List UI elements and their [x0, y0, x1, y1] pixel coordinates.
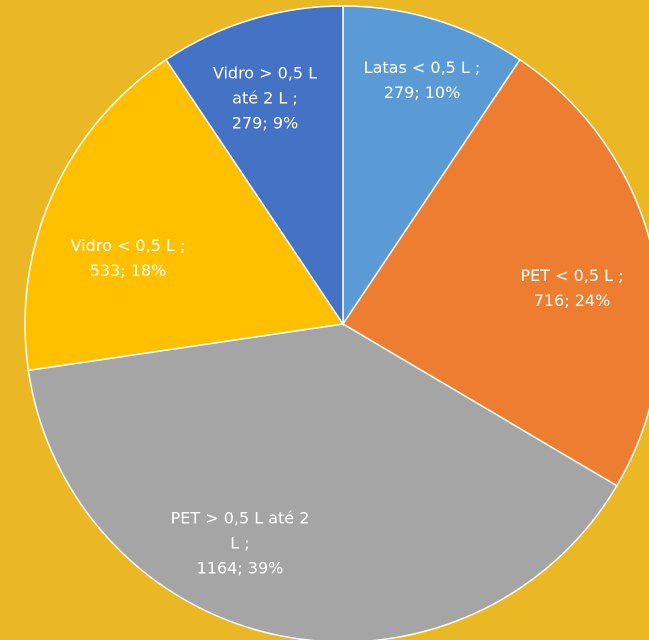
pie-slice — [27, 323, 618, 640]
slice-name: PET > 0,5 L até 2 L ; — [170, 508, 310, 553]
slice-value: 1164; 39% — [196, 558, 284, 578]
slice-value: 279; 9% — [231, 113, 299, 133]
pie-slice — [24, 58, 345, 372]
slice-value: 533; 18% — [89, 261, 167, 280]
pie-slice — [342, 5, 521, 327]
data-label: Vidro < 0,5 L ; 533; 18% — [38, 233, 218, 283]
pie-slice — [341, 58, 649, 487]
slice-name: PET < 0,5 L ; — [520, 266, 624, 285]
pie-slice — [165, 5, 344, 327]
slice-name: Latas < 0,5 L ; — [363, 58, 481, 77]
data-label: Latas < 0,5 L ; 279; 10% — [342, 55, 502, 105]
data-label: PET < 0,5 L ; 716; 24% — [492, 263, 649, 313]
data-label: Vidro > 0,5 L até 2 L ; 279; 9% — [210, 61, 320, 136]
data-label: PET > 0,5 L até 2 L ; 1164; 39% — [170, 506, 310, 581]
slice-name: Vidro > 0,5 L até 2 L ; — [212, 63, 318, 108]
slice-name: Vidro < 0,5 L ; — [70, 236, 186, 255]
slice-value: 716; 24% — [533, 291, 611, 310]
slice-value: 279; 10% — [383, 83, 461, 102]
